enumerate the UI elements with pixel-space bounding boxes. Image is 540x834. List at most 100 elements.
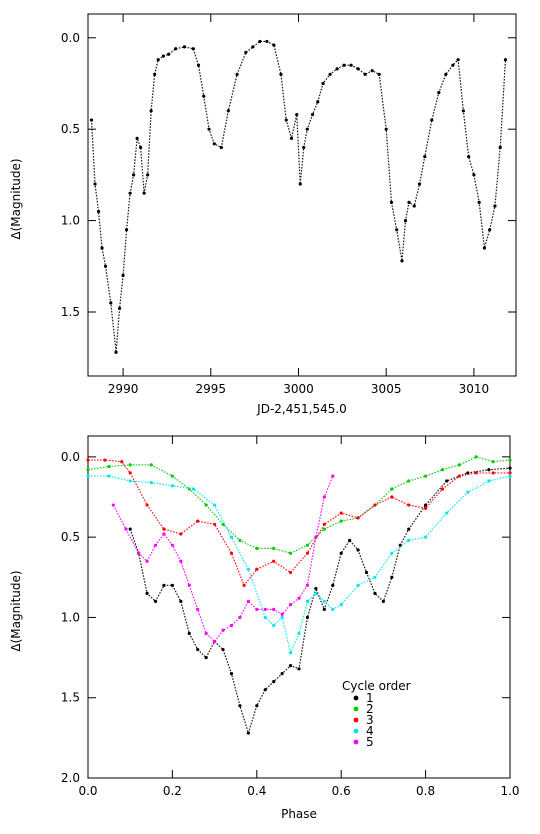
x-tick-label: 0.6 bbox=[332, 784, 351, 798]
data-point bbox=[314, 591, 318, 595]
data-point bbox=[204, 503, 208, 507]
x-tick-label: 0.0 bbox=[78, 784, 97, 798]
data-point bbox=[204, 655, 208, 660]
data-point bbox=[213, 503, 217, 507]
data-point bbox=[508, 466, 512, 470]
data-point bbox=[280, 612, 284, 616]
data-point bbox=[508, 458, 512, 462]
data-point bbox=[202, 94, 206, 98]
data-point bbox=[322, 607, 326, 612]
data-point bbox=[153, 599, 158, 603]
data-point bbox=[424, 506, 428, 510]
data-point bbox=[238, 538, 242, 542]
data-point bbox=[356, 67, 360, 71]
data-point bbox=[149, 109, 153, 113]
data-point bbox=[288, 602, 293, 607]
data-point bbox=[182, 45, 187, 49]
data-point bbox=[297, 596, 301, 600]
data-point bbox=[100, 246, 104, 250]
data-point bbox=[445, 511, 449, 515]
data-point bbox=[238, 704, 242, 708]
data-point bbox=[305, 543, 310, 547]
data-point bbox=[356, 516, 360, 520]
plot-frame bbox=[87, 13, 517, 377]
data-point bbox=[384, 127, 388, 131]
data-point bbox=[238, 615, 242, 620]
data-point bbox=[229, 672, 234, 676]
data-point bbox=[437, 91, 441, 95]
series-trace bbox=[88, 475, 511, 655]
data-point bbox=[272, 559, 276, 563]
data-point bbox=[86, 458, 90, 462]
y-tick-label: 0.0 bbox=[61, 31, 80, 45]
bottom-panel: 0.0 0.2 0.4 0.6 0.8 1.0 0.0 0.5 1.0 1.5 2.0 Phase Δ(… bbox=[9, 435, 520, 821]
data-point bbox=[424, 535, 428, 539]
data-point bbox=[179, 532, 183, 536]
data-point bbox=[279, 72, 283, 76]
data-point bbox=[235, 72, 239, 76]
data-point bbox=[191, 47, 195, 51]
data-point bbox=[213, 522, 217, 526]
data-point bbox=[339, 602, 343, 607]
data-point bbox=[128, 471, 132, 475]
data-point bbox=[258, 39, 262, 44]
x-tick-label: 1.0 bbox=[500, 784, 519, 798]
data-point bbox=[196, 647, 200, 652]
data-point bbox=[390, 495, 394, 499]
data-point bbox=[440, 487, 445, 491]
data-point bbox=[170, 474, 174, 478]
x-tick-label: 3010 bbox=[459, 382, 490, 396]
data-point bbox=[170, 543, 174, 547]
data-point bbox=[457, 463, 461, 467]
y-axis-label: Δ(Magnitude) bbox=[9, 158, 23, 239]
series-5 bbox=[111, 474, 335, 644]
data-point bbox=[128, 191, 132, 195]
data-point bbox=[207, 127, 211, 131]
data-point bbox=[339, 551, 343, 555]
data-point bbox=[305, 127, 309, 131]
data-point bbox=[153, 543, 158, 547]
data-point bbox=[137, 551, 141, 555]
data-point bbox=[272, 546, 276, 550]
series-trace bbox=[129, 467, 511, 736]
y-tick-label: 1.5 bbox=[61, 691, 80, 705]
x-tick-label: 0.2 bbox=[163, 784, 182, 798]
data-point bbox=[93, 182, 97, 186]
data-point bbox=[221, 647, 225, 652]
x-tick-label: 3000 bbox=[283, 382, 314, 396]
data-point bbox=[349, 63, 353, 67]
data-point bbox=[103, 264, 108, 268]
top-panel: 2990 2995 3000 3005 3010 0.0 0.5 1.0 1.5 JD-2,451… bbox=[9, 13, 517, 416]
data-point bbox=[120, 460, 124, 464]
data-point bbox=[107, 474, 111, 478]
data-point bbox=[314, 586, 318, 591]
data-point bbox=[356, 548, 360, 552]
data-point bbox=[398, 543, 402, 547]
data-point bbox=[493, 204, 497, 208]
y-tick-label: 1.0 bbox=[61, 610, 80, 624]
data-point bbox=[328, 72, 332, 76]
legend-marker bbox=[353, 728, 359, 734]
data-point bbox=[272, 607, 276, 612]
data-point bbox=[445, 479, 449, 483]
data-point bbox=[390, 551, 394, 555]
data-point bbox=[179, 599, 183, 603]
data-point bbox=[407, 503, 411, 507]
data-point bbox=[381, 599, 385, 603]
data-point bbox=[339, 519, 343, 523]
data-point bbox=[310, 112, 315, 117]
legend-title: Cycle order bbox=[342, 679, 411, 693]
data-point bbox=[417, 182, 422, 186]
data-point bbox=[162, 527, 166, 531]
data-point bbox=[263, 615, 267, 620]
data-point bbox=[508, 471, 512, 475]
data-point bbox=[316, 100, 320, 104]
data-point bbox=[377, 72, 381, 76]
data-point bbox=[472, 173, 476, 177]
data-point bbox=[430, 118, 434, 122]
data-point bbox=[488, 228, 492, 232]
data-point bbox=[487, 479, 491, 483]
x-tick-label: 0.8 bbox=[416, 784, 435, 798]
data-point bbox=[139, 145, 143, 150]
